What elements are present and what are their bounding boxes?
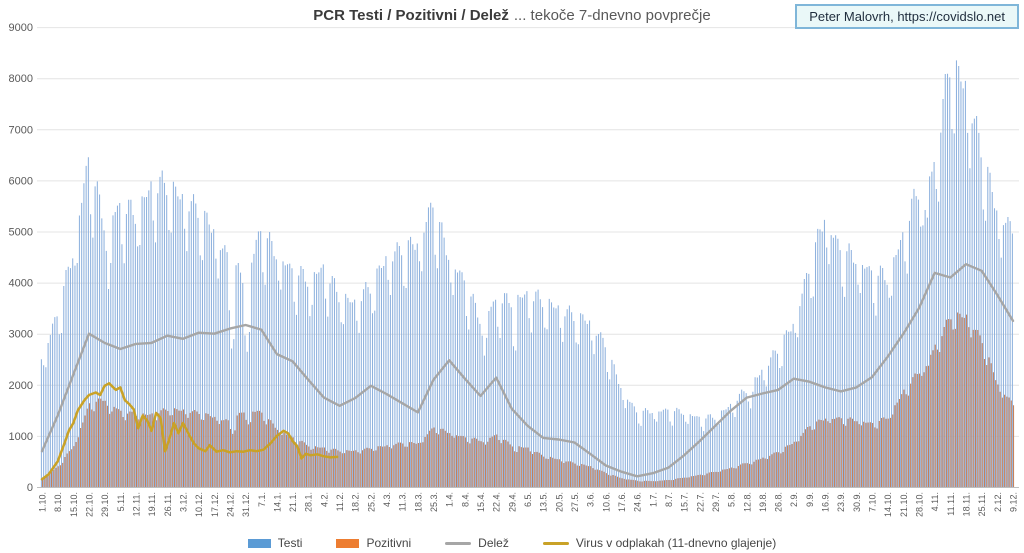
x-tick-label: 18.11. xyxy=(962,492,972,516)
legend-label-virus: Virus v odplakah (11-dnevno glajenje) xyxy=(575,536,777,550)
x-tick-label: 31.12. xyxy=(241,492,251,517)
annotation-box[interactable]: Peter Malovrh, https://covidslo.net xyxy=(795,4,1019,29)
x-tick-label: 12.8. xyxy=(742,492,752,512)
y-tick-label: 2000 xyxy=(9,380,33,392)
line-virus xyxy=(40,382,339,481)
x-tick-label: 27.5. xyxy=(570,492,580,512)
x-tick-label: 19.11. xyxy=(147,492,157,516)
x-tick-label: 5.8. xyxy=(727,492,737,507)
y-tick-label: 8000 xyxy=(9,73,33,85)
x-tick-label: 4.11. xyxy=(930,492,940,511)
legend-item-testi: Testi xyxy=(247,536,303,550)
x-tick-label: 1.7. xyxy=(648,492,658,507)
x-tick-label: 9.9. xyxy=(805,492,815,507)
legend-item-delez: Delež xyxy=(445,536,509,550)
x-tick-label: 17.6. xyxy=(617,492,627,512)
x-tick-label: 21.1. xyxy=(288,492,298,512)
legend-swatch-pozitivni xyxy=(336,538,360,548)
x-tick-label: 25.2. xyxy=(366,492,376,512)
x-tick-label: 4.2. xyxy=(319,492,329,507)
x-tick-label: 16.9. xyxy=(821,492,831,512)
x-tick-label: 15.4. xyxy=(476,492,486,512)
y-tick-label: 9000 xyxy=(9,22,33,34)
bars-testi xyxy=(40,60,1013,487)
x-tick-label: 28.1. xyxy=(304,492,314,512)
x-tick-label: 8.7. xyxy=(664,492,674,507)
x-tick-label: 11.11. xyxy=(946,492,956,516)
x-tick-label: 23.9. xyxy=(836,492,846,512)
x-tick-label: 10.12. xyxy=(194,492,204,517)
legend-swatch-testi xyxy=(247,538,271,548)
legend-label-pozitivni: Pozitivni xyxy=(366,536,412,550)
x-tick-label: 1.4. xyxy=(445,492,455,507)
x-tick-label: 25.3. xyxy=(429,492,439,512)
x-tick-label: 11.3. xyxy=(398,492,408,511)
legend-label-testi: Testi xyxy=(277,536,303,550)
x-tick-label: 2.9. xyxy=(789,492,799,507)
x-tick-label: 22.7. xyxy=(695,492,705,512)
x-tick-label: 14.1. xyxy=(272,492,282,512)
line-delez xyxy=(40,263,1015,478)
x-tick-label: 2.12. xyxy=(993,492,1003,512)
chart-legend: Testi Pozitivni Delež Virus v odplakah (… xyxy=(0,536,1024,550)
x-tick-label: 10.6. xyxy=(601,492,611,512)
y-tick-label: 7000 xyxy=(9,124,33,136)
legend-item-virus: Virus v odplakah (11-dnevno glajenje) xyxy=(542,536,777,550)
x-tick-label: 7.10. xyxy=(868,492,878,512)
x-tick-label: 14.10. xyxy=(883,492,893,517)
x-tick-label: 4.3. xyxy=(382,492,392,507)
x-tick-label: 29.4. xyxy=(507,492,517,512)
y-tick-label: 5000 xyxy=(9,227,33,239)
x-tick-label: 12.11. xyxy=(132,492,142,516)
bars-pozitivni xyxy=(42,312,1015,487)
x-tick-label: 3.12. xyxy=(179,492,189,512)
x-tick-label: 29.10. xyxy=(100,492,110,517)
x-tick-label: 29.7. xyxy=(711,492,721,512)
x-tick-label: 1.10. xyxy=(38,492,48,512)
x-tick-label: 11.2. xyxy=(335,492,345,511)
x-tick-label: 26.8. xyxy=(774,492,784,512)
x-tick-label: 17.12. xyxy=(210,492,220,517)
y-tick-label: 0 xyxy=(27,482,33,494)
x-tick-label: 24.12. xyxy=(225,492,235,517)
x-tick-label: 26.11. xyxy=(163,492,173,516)
x-tick-label: 15.7. xyxy=(680,492,690,512)
y-tick-label: 6000 xyxy=(9,175,33,187)
legend-swatch-delez xyxy=(445,541,472,545)
x-tick-label: 6.5. xyxy=(523,492,533,507)
x-tick-label: 21.10. xyxy=(899,492,909,517)
legend-item-pozitivni: Pozitivni xyxy=(336,536,411,550)
x-tick-label: 28.10. xyxy=(915,492,925,517)
x-tick-label: 8.10. xyxy=(53,492,63,512)
x-tick-label: 25.11. xyxy=(977,492,987,516)
x-tick-label: 3.6. xyxy=(586,492,596,507)
x-tick-label: 18.3. xyxy=(413,492,423,512)
x-tick-label: 20.5. xyxy=(554,492,564,512)
x-tick-label: 7.1. xyxy=(257,492,267,507)
x-tick-label: 30.9. xyxy=(852,492,862,512)
x-tick-label: 5.11. xyxy=(116,492,126,511)
x-tick-label: 22.4. xyxy=(492,492,502,512)
x-tick-label: 13.5. xyxy=(539,492,549,512)
x-tick-label: 24.6. xyxy=(633,492,643,512)
legend-swatch-virus xyxy=(542,541,569,545)
y-tick-label: 1000 xyxy=(9,431,33,443)
legend-label-delez: Delež xyxy=(478,536,509,550)
x-tick-label: 15.10. xyxy=(69,492,79,517)
x-tick-label: 19.8. xyxy=(758,492,768,512)
x-tick-label: 8.4. xyxy=(460,492,470,507)
x-tick-label: 18.2. xyxy=(351,492,361,512)
x-tick-label: 9.12. xyxy=(1009,492,1019,512)
annotation-text: Peter Malovrh, https://covidslo.net xyxy=(809,9,1005,24)
y-tick-label: 3000 xyxy=(9,329,33,341)
y-tick-label: 4000 xyxy=(9,278,33,290)
x-tick-label: 22.10. xyxy=(85,492,95,517)
